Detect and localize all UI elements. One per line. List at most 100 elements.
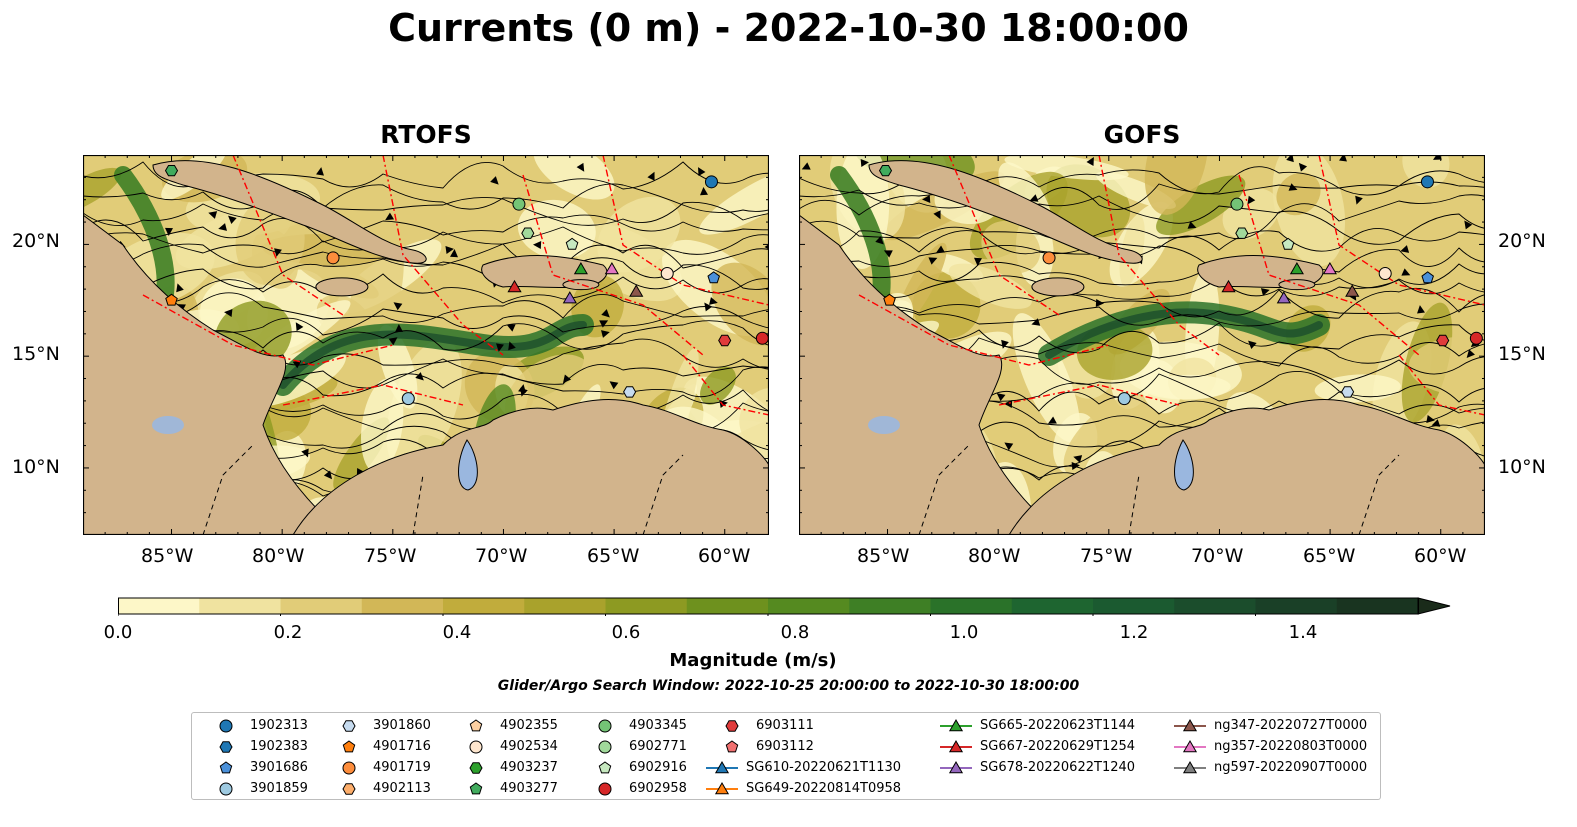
legend-marker (219, 741, 233, 753)
x-tick-label-left: 80°W (252, 545, 305, 567)
colorbar-segment (199, 598, 281, 614)
colorbar-tick-label: 0.2 (273, 622, 303, 643)
streamline (799, 227, 1485, 255)
streamline-arrow (801, 162, 811, 170)
y-tick-label-right: 20°N (1498, 230, 1546, 252)
streamline-arrow (1466, 349, 1475, 358)
legend-label: 4902113 (373, 781, 431, 796)
streamline-arrow (316, 167, 324, 176)
legend-symbol (948, 739, 964, 753)
streamline (799, 245, 1485, 275)
legend-symbol (469, 740, 483, 754)
legend-marker (219, 761, 233, 774)
legend-label: SG649-20220814T0958 (746, 781, 902, 796)
colorbar-segment (1336, 598, 1419, 614)
colorbar-segment (930, 598, 1013, 614)
legend-marker (725, 720, 739, 732)
streamline-arrow (609, 381, 619, 390)
streamline-arrow (496, 343, 504, 352)
streamline-arrow (1298, 162, 1308, 172)
legend-marker (598, 761, 612, 774)
maritime-boundary (232, 155, 344, 316)
observation-marker (521, 227, 535, 239)
streamline-arrow (415, 372, 424, 381)
colorbar-segment (605, 598, 688, 614)
streamline-arrow (698, 167, 706, 176)
streamline-arrow (385, 212, 395, 221)
observation-marker (573, 261, 588, 275)
observation-marker (1378, 266, 1392, 280)
legend-symbol (219, 719, 233, 733)
streamline-arrow (1086, 157, 1094, 166)
streamline-arrow (1401, 268, 1411, 276)
streamline-arrow (576, 162, 585, 172)
panel-title-gofs: GOFS (1103, 120, 1181, 149)
legend-symbol (219, 782, 233, 796)
legend-symbol (598, 782, 612, 796)
map-frame (799, 155, 1485, 535)
country-border (642, 454, 684, 535)
colorbar (118, 597, 1451, 616)
streamline-arrow (1187, 221, 1197, 229)
current-speed-patch (700, 366, 736, 405)
legend-marker (706, 781, 738, 795)
colorbar-tick-label: 1.4 (1288, 622, 1318, 643)
streamline (83, 183, 769, 214)
current-speed-patch (1012, 313, 1080, 443)
streamline-arrow (704, 302, 713, 312)
streamline-arrow (933, 210, 941, 220)
colorbar-label: Magnitude (m/s) (669, 650, 837, 671)
observation-marker (565, 237, 579, 250)
legend-label: ng597-20220907T0000 (1214, 760, 1368, 775)
x-tick-label-left: 85°W (141, 545, 194, 567)
current-speed-patch (597, 196, 681, 273)
puerto-rico-landmass (1278, 279, 1316, 291)
legend-symbol (948, 718, 964, 732)
streamline (83, 292, 769, 323)
legend-marker (469, 762, 483, 774)
observation-marker (604, 262, 619, 275)
map-panel-gofs (799, 155, 1485, 535)
colorbar-segment (849, 598, 931, 614)
legend-symbol (948, 760, 964, 774)
country-border (918, 444, 970, 535)
lake-maracaibo (1174, 439, 1194, 491)
streamline-arrow (562, 374, 572, 384)
streamline-arrow (533, 241, 542, 249)
streamline (799, 260, 1485, 289)
streamline-arrow (445, 246, 454, 254)
x-tick-label-right: 65°W (1303, 545, 1356, 567)
streamline-arrow (1339, 155, 1347, 162)
observation-marker (1436, 334, 1450, 347)
observation-marker (401, 392, 415, 406)
streamline (83, 243, 769, 270)
maritime-boundary (602, 155, 769, 306)
maritime-boundary (682, 354, 769, 416)
observation-marker (1276, 291, 1291, 304)
y-tick-label-right: 10°N (1498, 456, 1546, 478)
observation-marker (1341, 386, 1355, 398)
observation-marker (707, 271, 720, 284)
streamline-arrow (518, 384, 526, 393)
maritime-boundary (1398, 354, 1485, 416)
maritime-boundary (382, 155, 504, 356)
streamline-arrow (301, 448, 309, 458)
legend-symbol (1182, 718, 1198, 732)
legend-symbol (342, 783, 356, 795)
map-frame (83, 155, 769, 535)
observation-marker (1221, 279, 1236, 293)
streamline-arrow (601, 330, 610, 338)
search-window-text: Glider/Argo Search Window: 2022-10-25 20… (497, 678, 1080, 694)
colorbar-segment (686, 598, 769, 614)
legend-label: SG678-20220622T1240 (980, 760, 1136, 775)
legend-symbol (598, 761, 612, 774)
observation-marker (165, 293, 178, 306)
streamline-arrow (176, 283, 184, 293)
legend-label: ng347-20220727T0000 (1214, 718, 1368, 733)
legend-marker (342, 783, 356, 795)
colorbar-segment (1093, 598, 1175, 614)
x-tick-label-left: 75°W (364, 545, 417, 567)
streamline-arrow (208, 211, 218, 219)
legend-marker (598, 719, 612, 733)
legend-label: 6903112 (756, 739, 814, 754)
